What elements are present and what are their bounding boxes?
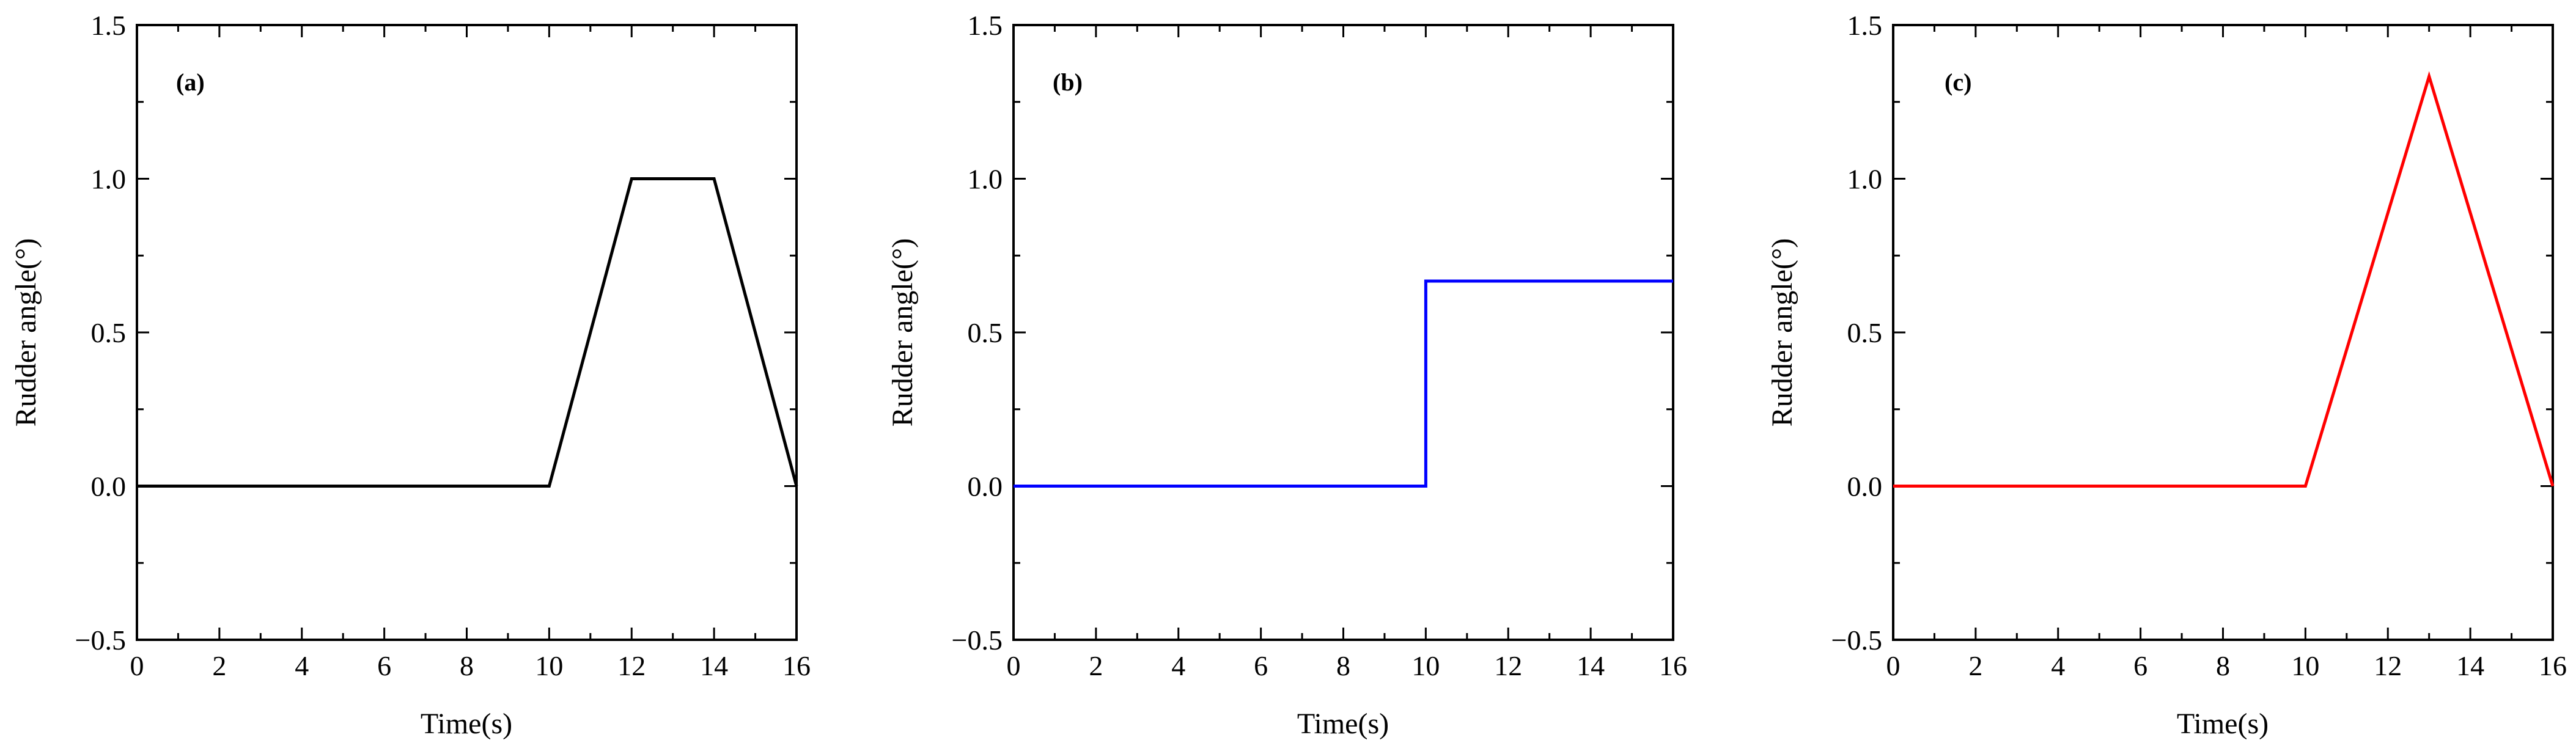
x-axis-label: Time(s) bbox=[421, 708, 512, 740]
x-tick-label: 12 bbox=[2374, 650, 2402, 681]
plot-frame bbox=[1012, 24, 1674, 641]
y-axis-label: Rudder angle(°) bbox=[886, 238, 919, 427]
x-tick-label: 4 bbox=[2051, 650, 2065, 681]
x-tick-label: 4 bbox=[1171, 650, 1185, 681]
x-tick-label: 4 bbox=[295, 650, 309, 681]
y-axis-label: Rudder angle(°) bbox=[10, 238, 42, 427]
x-tick-label: 12 bbox=[617, 650, 646, 681]
y-tick-label: 0.0 bbox=[91, 471, 127, 502]
y-tick-label: 1.5 bbox=[968, 10, 1003, 41]
y-tick-label: 0.5 bbox=[968, 317, 1003, 348]
chart-panel-a: 0 2 4 6 8 10 12 14 16 −0.5 0.0 0.5 1.0 1.5 (a) Time(s… bbox=[10, 10, 811, 740]
x-tick-label: 16 bbox=[2539, 650, 2567, 681]
y-tick-label: 0.5 bbox=[1847, 317, 1883, 348]
x-tick-label: 8 bbox=[1336, 650, 1350, 681]
x-tick-label: 0 bbox=[1886, 650, 1901, 681]
plot-frame bbox=[1892, 24, 2554, 641]
panel-label: (a) bbox=[176, 68, 205, 96]
series-line bbox=[1893, 71, 2555, 488]
chart-panel-b: 0 2 4 6 8 10 12 14 16 −0.5 0.0 0.5 1.0 1.5 (b) Time(s… bbox=[886, 10, 1687, 740]
x-tick-label: 6 bbox=[2133, 650, 2147, 681]
y-tick-label: 1.5 bbox=[1847, 10, 1883, 41]
x-tick-label: 16 bbox=[1659, 650, 1687, 681]
y-tick-label: 1.0 bbox=[91, 164, 127, 195]
x-tick-label: 8 bbox=[460, 650, 474, 681]
panel-label: (c) bbox=[1945, 68, 1971, 96]
y-tick-label: 0.0 bbox=[968, 471, 1003, 502]
y-tick-label: −0.5 bbox=[75, 625, 126, 656]
x-tick-label: 0 bbox=[1007, 650, 1021, 681]
series-line bbox=[1014, 279, 1673, 488]
y-tick-label: 0.0 bbox=[1847, 471, 1883, 502]
x-tick-label: 2 bbox=[1968, 650, 1982, 681]
x-tick-label: 10 bbox=[2291, 650, 2319, 681]
y-tick-label: −0.5 bbox=[1831, 625, 1882, 656]
x-tick-label: 6 bbox=[377, 650, 391, 681]
x-tick-label: 6 bbox=[1254, 650, 1268, 681]
x-tick-label: 10 bbox=[1411, 650, 1440, 681]
y-tick-label: 1.0 bbox=[1847, 164, 1883, 195]
x-tick-label: 0 bbox=[130, 650, 144, 681]
x-tick-label: 14 bbox=[2456, 650, 2484, 681]
x-tick-label: 8 bbox=[2216, 650, 2230, 681]
y-tick-label: 0.5 bbox=[91, 317, 127, 348]
x-axis-label: Time(s) bbox=[2177, 708, 2269, 740]
y-tick-label: 1.5 bbox=[91, 10, 127, 41]
x-axis-label: Time(s) bbox=[1297, 708, 1389, 740]
x-tick-label: 16 bbox=[782, 650, 811, 681]
series-line bbox=[137, 177, 798, 488]
x-tick-label: 2 bbox=[1089, 650, 1103, 681]
y-tick-label: 1.0 bbox=[968, 164, 1003, 195]
x-tick-label: 10 bbox=[535, 650, 563, 681]
panel-label: (b) bbox=[1053, 68, 1083, 96]
x-tick-label: 14 bbox=[700, 650, 728, 681]
y-axis-label: Rudder angle(°) bbox=[1766, 238, 1798, 427]
x-tick-label: 14 bbox=[1577, 650, 1605, 681]
x-tick-label: 12 bbox=[1494, 650, 1522, 681]
plot-frame bbox=[136, 24, 798, 641]
chart-panel-c: 0 2 4 6 8 10 12 14 16 −0.5 0.0 0.5 1.0 1.5 (c) Time(s… bbox=[1766, 10, 2567, 740]
y-tick-label: −0.5 bbox=[952, 625, 1003, 656]
x-tick-label: 2 bbox=[212, 650, 226, 681]
